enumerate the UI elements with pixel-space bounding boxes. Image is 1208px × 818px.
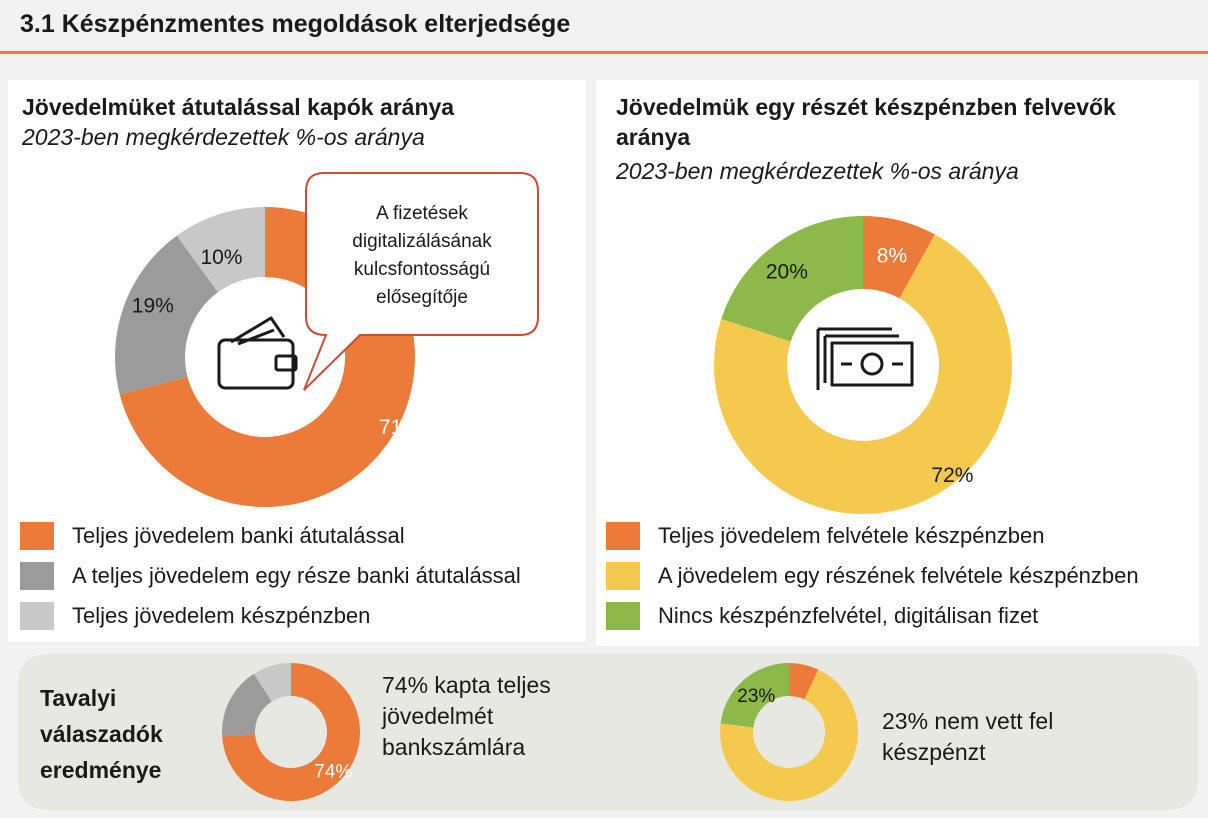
donut-slices — [714, 216, 1012, 514]
callout-line: elősegítője — [376, 287, 468, 308]
data-label: 8% — [877, 245, 907, 268]
callout-line: kulcsfontosságú — [353, 259, 491, 280]
callout-line: A fizetések — [376, 203, 468, 224]
left-chart-subtitle: 2023-ben megkérdezettek %-os aránya — [22, 124, 425, 150]
legend-label: Teljes jövedelem felvétele készpénzben — [658, 523, 1045, 548]
right-chart-title: Jövedelmük egy részét készpénzben felvev… — [616, 92, 1116, 152]
data-label: 74% — [314, 761, 352, 782]
cash-withdrawal-donut-chart: 8% 72% 20% — [714, 216, 1012, 514]
right-chart-title-line: aránya — [616, 124, 691, 150]
donut-slice — [721, 216, 863, 342]
last-year-cash-text: 23% nem vett fel készpénzt — [882, 706, 1053, 768]
legend-swatch — [606, 562, 640, 590]
donut-data-labels: 71% 19% 10% — [132, 246, 421, 439]
data-label: 10% — [200, 246, 242, 269]
header-band — [0, 0, 1208, 54]
donut-data-labels: 23% — [737, 686, 775, 707]
donut-slice — [176, 207, 265, 293]
donut-slice — [789, 663, 819, 700]
heading-line: Tavalyi — [40, 685, 117, 711]
callout-bubble — [303, 172, 539, 391]
donut-slice — [222, 673, 272, 737]
last-year-heading: Tavalyi válaszadók eredménye — [40, 680, 163, 788]
data-label: 72% — [931, 464, 973, 487]
last-year-cash-donut-chart: 23% — [720, 663, 858, 801]
data-label: 19% — [132, 295, 174, 318]
legend-swatch — [606, 602, 640, 630]
right-chart-panel: Jövedelmük egy részét készpénzben felvev… — [596, 80, 1199, 646]
text-line: 23% nem vett fel — [882, 708, 1054, 734]
text-line: készpénzt — [882, 739, 986, 765]
text-line: jövedelmét — [382, 703, 494, 729]
donut-slice — [114, 235, 218, 395]
banknotes-icon — [816, 327, 914, 390]
legend-label: Nincs készpénzfelvétel, digitálisan fize… — [658, 603, 1039, 628]
donut-slice — [222, 663, 360, 801]
heading-line: válaszadók — [40, 721, 163, 747]
data-label: 20% — [766, 260, 808, 283]
text-line: 74% kapta teljes — [382, 672, 551, 698]
callout-line: digitalizálásának — [352, 231, 492, 252]
last-year-transfer-donut-chart: 74% — [222, 663, 360, 801]
left-chart-title: Jövedelmüket átutalással kapók aránya — [22, 94, 455, 120]
data-label: 23% — [737, 686, 775, 707]
legend-label: A jövedelem egy részének felvétele készp… — [658, 563, 1139, 588]
donut-slices — [720, 663, 858, 801]
wallet-icon — [217, 316, 298, 390]
income-transfer-donut-chart: 71% 19% 10% — [114, 172, 539, 507]
callout-text: A fizetések digitalizálásának kulcsfonto… — [307, 200, 537, 312]
legend-swatch — [20, 562, 54, 590]
legend-swatch — [20, 602, 54, 630]
donut-slice — [720, 663, 789, 728]
last-year-results-panel: Tavalyi válaszadók eredménye 74% 74% kap… — [18, 654, 1198, 810]
last-year-transfer-text: 74% kapta teljes jövedelmét bankszámlára — [382, 670, 551, 763]
heading-line: eredménye — [40, 757, 162, 783]
legend-swatch — [606, 522, 640, 550]
header-rule — [0, 51, 1208, 54]
donut-slice — [863, 216, 935, 299]
legend-label: A teljes jövedelem egy része banki átuta… — [72, 563, 521, 588]
donut-data-labels: 8% 72% 20% — [766, 245, 974, 488]
page-title: 3.1 Készpénzmentes megoldások elterjedsé… — [20, 10, 571, 38]
legend-label: Teljes jövedelem készpénzben — [72, 603, 371, 628]
legend-label: Teljes jövedelem banki átutalással — [72, 523, 405, 548]
donut-slice — [714, 234, 1012, 514]
left-chart-panel: Jövedelmüket átutalással kapók aránya 20… — [8, 80, 586, 642]
text-line: bankszámlára — [382, 734, 526, 760]
right-chart-subtitle: 2023-ben megkérdezettek %-os aránya — [616, 158, 1019, 184]
donut-slices — [222, 663, 360, 801]
donut-slice — [720, 669, 858, 801]
legend-swatch — [20, 522, 54, 550]
right-chart-title-line: Jövedelmük egy részét készpénzben felvev… — [616, 94, 1116, 120]
data-label: 71% — [379, 416, 421, 439]
donut-slice — [254, 663, 291, 702]
donut-data-labels: 74% — [314, 761, 352, 782]
